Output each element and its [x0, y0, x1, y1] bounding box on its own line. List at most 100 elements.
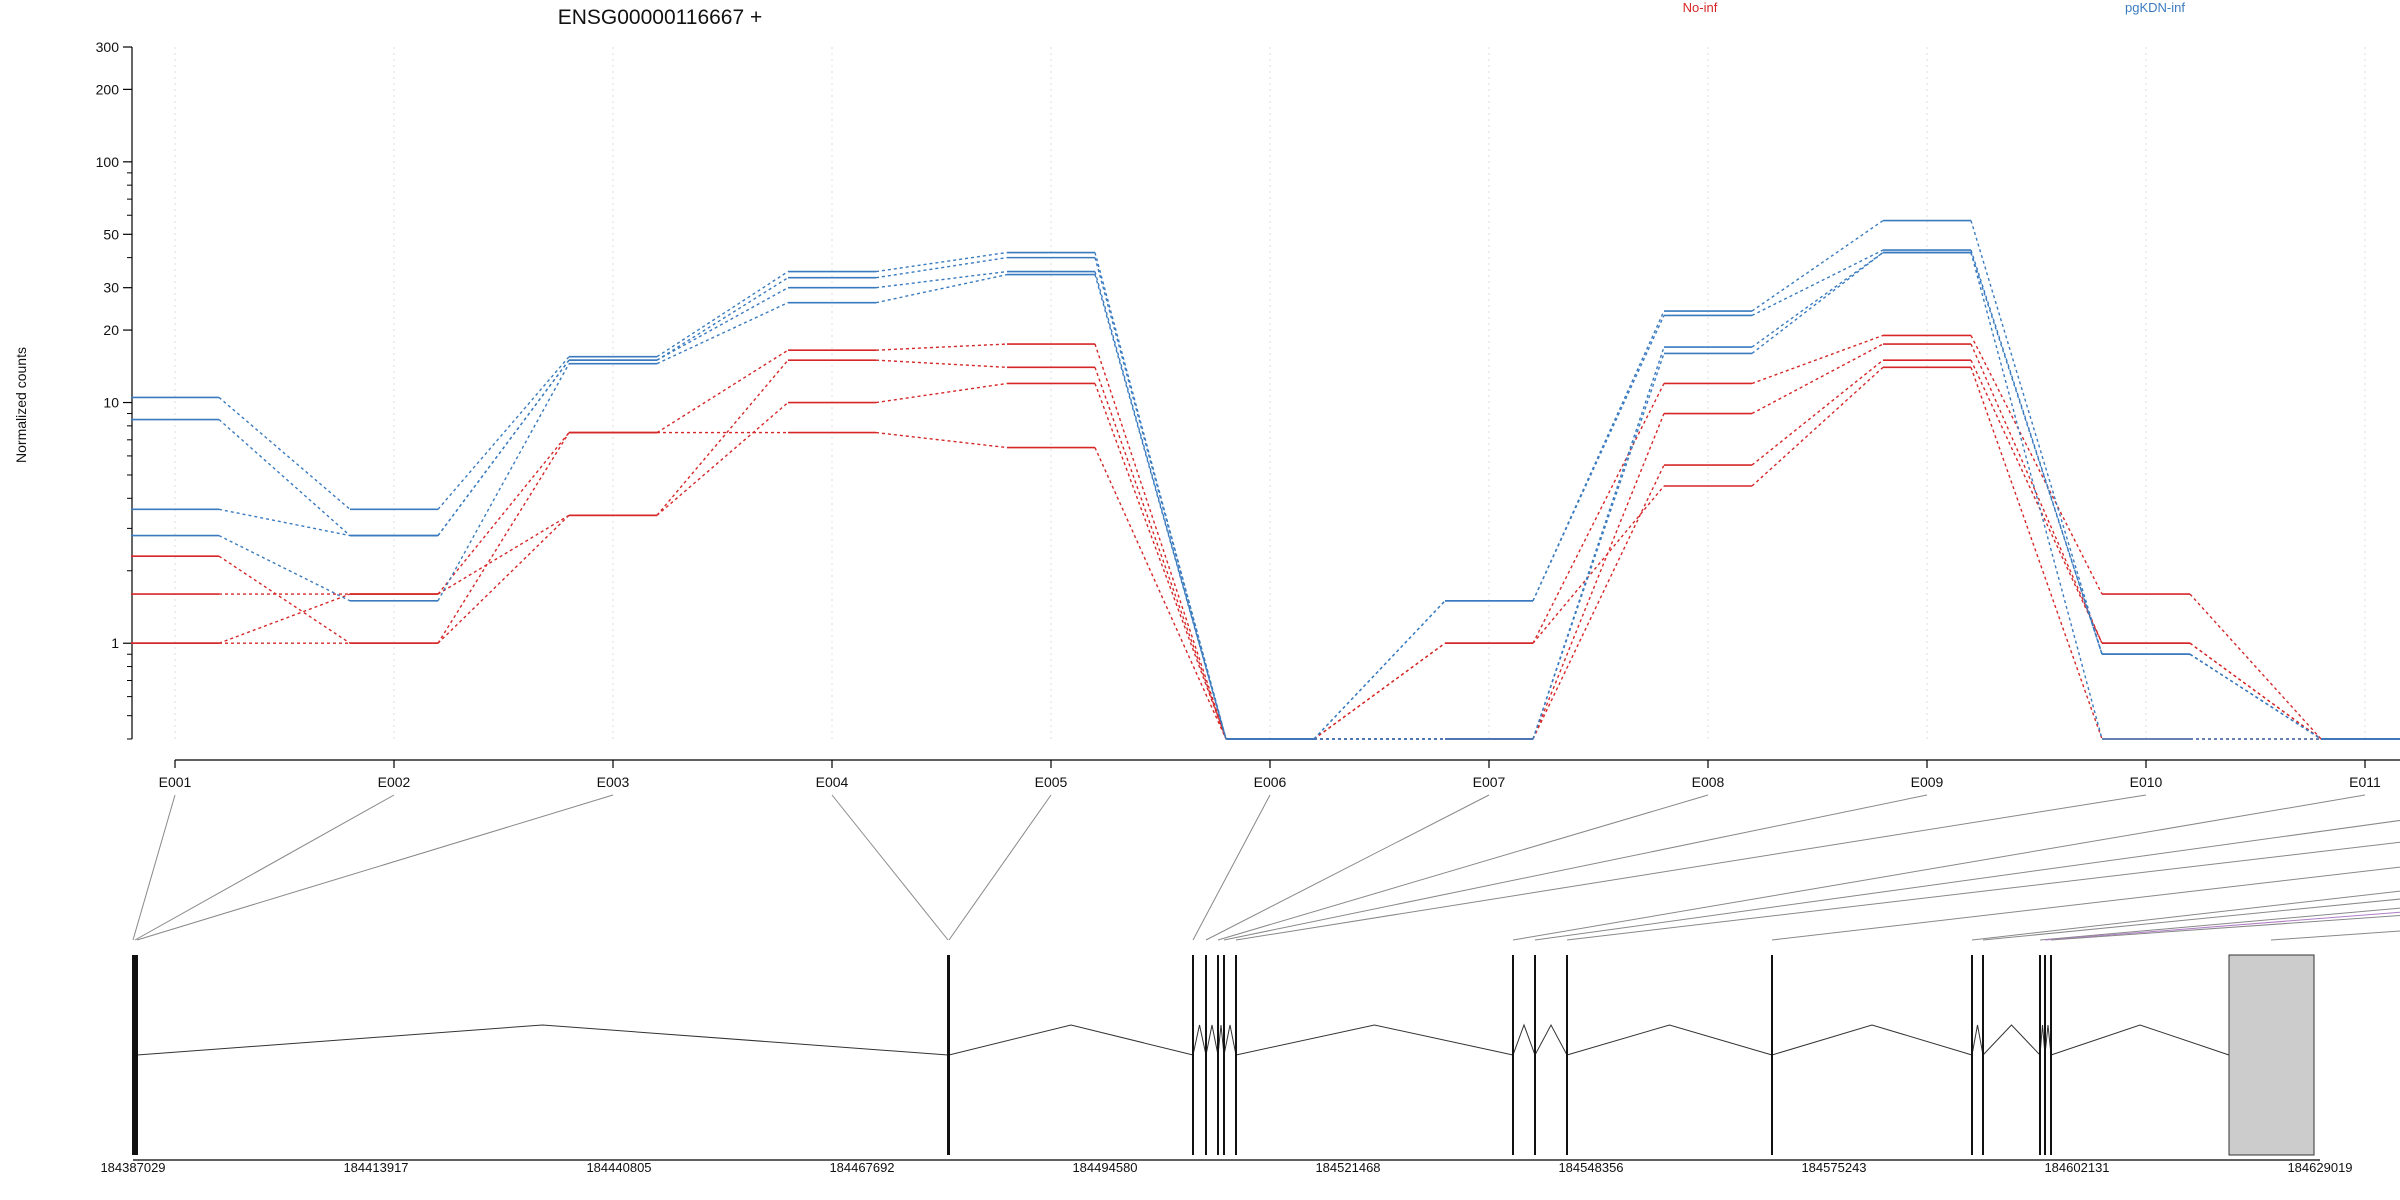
series-connector [875, 270, 1008, 289]
series-connector [1970, 252, 2103, 740]
exon-connector [132, 794, 176, 941]
exon-connector [1223, 794, 1928, 941]
genomic-tick-label: 184575243 [1801, 1160, 1866, 1175]
legend-label-pgkdn-inf: pgKDN-inf [2125, 0, 2185, 15]
y-axis: 1 10 20 30 50 100 200 300 [96, 39, 133, 740]
series-connector [875, 382, 1008, 404]
intron-line [1223, 1024, 1237, 1056]
series-connector [1751, 251, 1884, 348]
series-connector [437, 432, 570, 595]
chart-title: ENSG00000116667 + [558, 6, 763, 29]
x-tick-label: E001 [159, 774, 192, 790]
y-tick-label: 300 [96, 39, 120, 55]
exon-connector [1566, 841, 2400, 941]
series-connector [1751, 220, 1884, 312]
exon-connector [1971, 890, 2400, 941]
series-connector [1313, 642, 1446, 740]
exon-connector [1205, 794, 1490, 941]
series-connector [437, 356, 570, 510]
series-connector [1094, 343, 1227, 740]
genomic-coordinate-axis: 184387029 184413917 184440805 184467692 1844… [100, 1159, 2353, 1175]
series-connector [875, 273, 1008, 304]
exon-connector [2044, 911, 2400, 941]
intron-line [2050, 1024, 2230, 1056]
series-connector [656, 277, 789, 361]
y-tick-label: 30 [103, 280, 119, 296]
exon-connector [1217, 794, 1709, 941]
series-no-inf-1 [131, 343, 2400, 740]
series-connector [1094, 274, 1227, 740]
x-tick-label: E004 [816, 774, 849, 790]
series-connector [875, 343, 1008, 351]
x-tick-label: E008 [1692, 774, 1725, 790]
series-connector [1532, 310, 1665, 602]
series-connector [1094, 383, 1227, 740]
series-connector [1532, 485, 1665, 644]
series-connector [1970, 335, 2103, 595]
intron-line [1982, 1024, 2041, 1056]
genomic-tick-label: 184467692 [829, 1160, 894, 1175]
series-connector [218, 555, 351, 644]
series-connector [1970, 367, 2103, 740]
exon-connector [2039, 907, 2400, 941]
exon-connector [1512, 794, 2366, 941]
exon-connector [1235, 794, 2147, 941]
series-pgkdn-inf-6 [131, 251, 2400, 740]
series-connector [656, 349, 789, 434]
gene-model [132, 954, 2315, 1156]
intron-line [1205, 1024, 1219, 1056]
grid-lines [174, 47, 2366, 739]
series-connector [1751, 343, 1884, 415]
series-connector [656, 401, 789, 516]
exon-connectors [132, 794, 2400, 941]
series-connector [1751, 359, 1884, 466]
series-connector [875, 251, 1008, 273]
series-connector [1532, 383, 1665, 644]
series-connector [218, 396, 351, 510]
series-connector [1970, 359, 2103, 644]
x-tick-label: E010 [2130, 774, 2163, 790]
series-connector [437, 432, 570, 644]
series-connector [1313, 600, 1446, 740]
x-tick-label: E005 [1035, 774, 1068, 790]
x-axis: E001 E002 E003 E004 E005 E006 E007 E008 E009 E010… [159, 759, 2400, 790]
x-tick-label: E011 [2349, 774, 2381, 790]
intron-line [1771, 1024, 1973, 1056]
y-tick-label: 20 [103, 322, 119, 338]
series-connector [656, 302, 789, 365]
series-no-inf-3 [131, 366, 2400, 740]
series-connector [656, 270, 789, 358]
exon-connector [1192, 794, 1271, 941]
series-connector [437, 359, 570, 537]
series-connector [1532, 353, 1665, 740]
series-no-inf-2 [131, 359, 2400, 740]
series-connector [656, 359, 789, 516]
series-connector [218, 418, 351, 537]
series-connector [1751, 334, 1884, 385]
series-connector [1970, 252, 2103, 655]
series-connector [656, 287, 789, 361]
x-tick-label: E009 [1911, 774, 1944, 790]
exon-connector [831, 794, 949, 941]
exon-connector [948, 794, 1052, 941]
genomic-tick-label: 184602131 [2044, 1160, 2109, 1175]
series-connector [1094, 367, 1227, 740]
intron-line [136, 1024, 949, 1056]
genomic-tick-label: 184521468 [1315, 1160, 1380, 1175]
series-connector [1751, 251, 1884, 354]
genomic-tick-label: 184629019 [2287, 1160, 2352, 1175]
series-connector [2189, 593, 2322, 740]
series-connector [1970, 343, 2103, 644]
genomic-tick-label: 184440805 [586, 1160, 651, 1175]
series-connector [1751, 249, 1884, 317]
y-tick-label: 10 [103, 395, 119, 411]
series-connector [218, 534, 351, 602]
intron-line [1235, 1024, 1514, 1056]
series-no-inf-0 [131, 334, 2400, 740]
legend-label-no-inf: No-inf [1683, 0, 1718, 15]
genomic-tick-label: 184387029 [100, 1160, 165, 1175]
x-tick-label: E007 [1473, 774, 1506, 790]
genomic-tick-label: 184413917 [343, 1160, 408, 1175]
y-axis-label: Normalized counts [13, 347, 29, 463]
intron-line [1534, 1023, 1568, 1056]
